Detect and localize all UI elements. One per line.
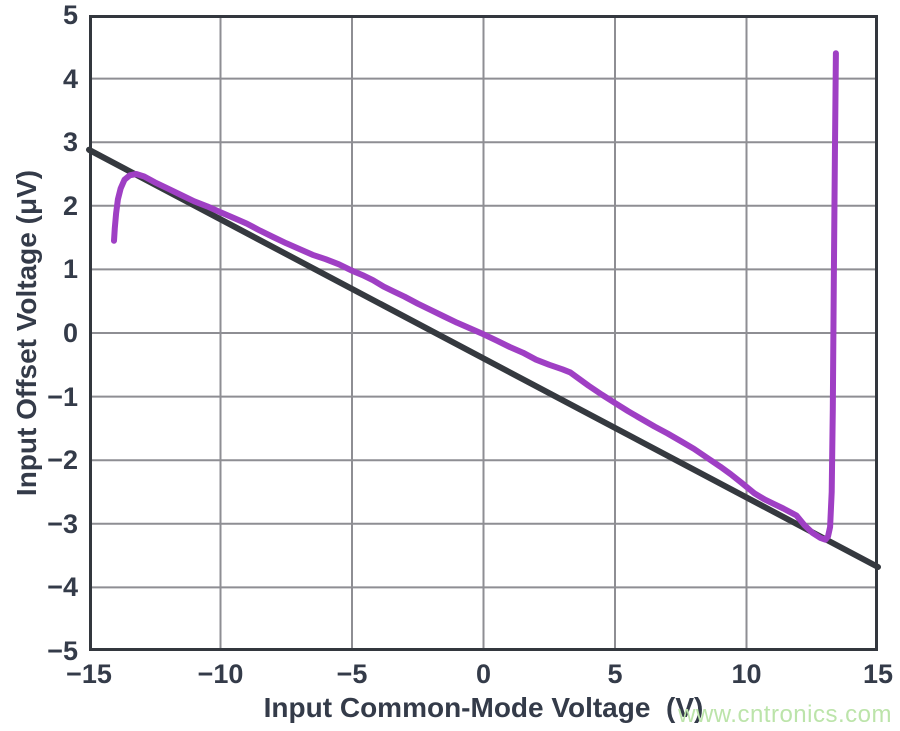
- y-tick-label: −2: [47, 445, 78, 476]
- series-black-straight-line: [86, 146, 881, 570]
- y-tick-label: 1: [62, 254, 78, 285]
- y-tick-label: −3: [47, 508, 78, 539]
- watermark-text: www.cntronics.com: [678, 701, 892, 728]
- y-tick-label: −1: [47, 381, 78, 412]
- y-tick-label: 0: [62, 318, 78, 348]
- plot-frame: [89, 15, 878, 651]
- y-tick-label: 3: [62, 127, 78, 158]
- y-tick-label: 2: [62, 190, 78, 221]
- x-axis-title: Input Common-Mode Voltage (V): [263, 692, 704, 723]
- x-tick-label: −10: [197, 659, 244, 689]
- x-tick-label: 5: [607, 659, 623, 689]
- x-tick-label: −15: [66, 659, 112, 689]
- y-tick-label: −5: [47, 636, 78, 666]
- x-tick-label: −5: [336, 659, 368, 689]
- x-tick-label: 10: [731, 659, 762, 689]
- y-tick-label: −4: [47, 572, 78, 603]
- x-tick-label: 0: [475, 659, 492, 689]
- series-purple-measured-curve: [111, 50, 839, 543]
- x-tick-label: 15: [862, 659, 894, 689]
- y-tick-label: 4: [62, 63, 78, 94]
- y-tick-label: 5: [62, 0, 78, 30]
